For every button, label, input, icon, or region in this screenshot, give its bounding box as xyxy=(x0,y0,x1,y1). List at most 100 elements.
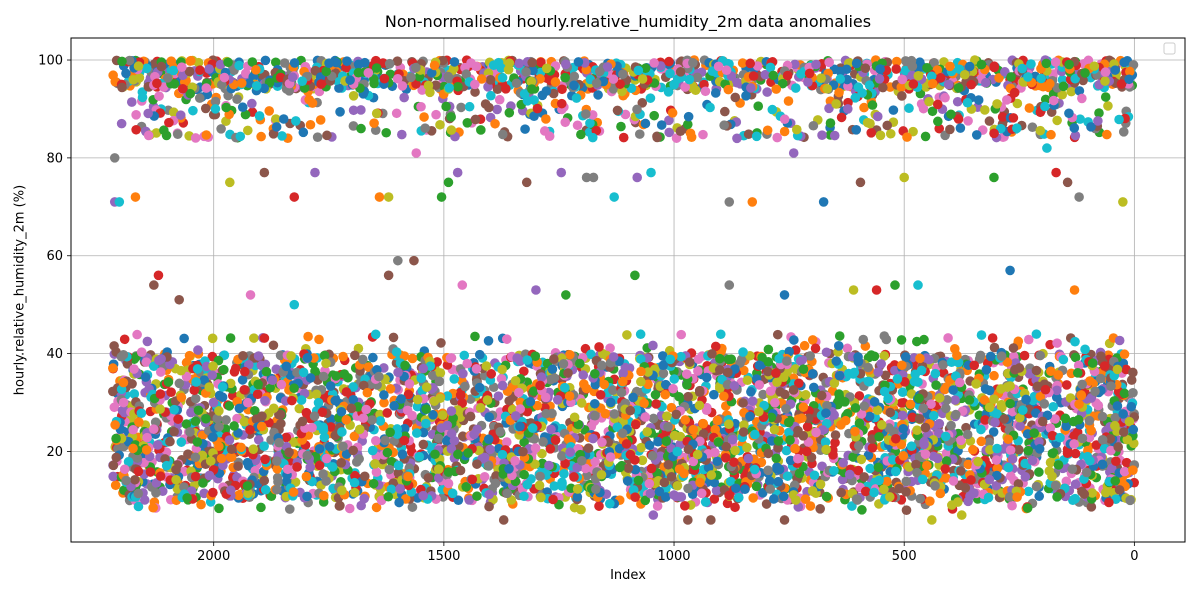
scatter-point xyxy=(715,353,725,364)
scatter-point xyxy=(994,73,1004,83)
scatter-point xyxy=(201,130,212,140)
scatter-point xyxy=(260,395,270,406)
scatter-point xyxy=(964,61,975,72)
scatter-point xyxy=(616,121,626,132)
scatter-point xyxy=(912,336,922,347)
scatter-point xyxy=(783,96,794,106)
scatter-point xyxy=(1035,391,1046,402)
scatter-point xyxy=(847,501,857,511)
scatter-point xyxy=(1116,79,1127,89)
scatter-point xyxy=(208,361,218,372)
scatter-point xyxy=(628,485,639,495)
scatter-point xyxy=(941,473,951,483)
scatter-point xyxy=(310,65,321,76)
scatter-point xyxy=(358,380,369,391)
scatter-point xyxy=(1057,89,1068,100)
scatter-point xyxy=(931,380,941,390)
scatter-point xyxy=(835,74,846,84)
scatter-point xyxy=(891,56,902,67)
scatter-point xyxy=(725,476,736,487)
scatter-point xyxy=(384,58,395,69)
scatter-point xyxy=(349,431,360,442)
scatter-point xyxy=(878,82,888,93)
scatter-point xyxy=(693,366,703,376)
scatter-point xyxy=(730,502,740,513)
scatter-point xyxy=(853,465,864,476)
scatter-point xyxy=(470,79,480,90)
scatter-point xyxy=(232,94,242,104)
scatter-point xyxy=(1036,73,1046,84)
scatter-point xyxy=(672,74,683,84)
scatter-point xyxy=(363,68,374,78)
scatter-point xyxy=(962,97,973,108)
scatter-point xyxy=(824,57,834,68)
scatter-point xyxy=(545,444,556,454)
scatter-point xyxy=(938,360,948,370)
scatter-point xyxy=(281,432,292,443)
scatter-point xyxy=(369,118,379,128)
scatter-point xyxy=(1124,416,1135,427)
scatter-point xyxy=(492,84,503,95)
scatter-point xyxy=(368,352,378,363)
scatter-point xyxy=(791,124,802,135)
scatter-point xyxy=(746,83,756,93)
scatter-point xyxy=(768,70,779,81)
scatter-point xyxy=(767,104,778,115)
scatter-point xyxy=(457,398,468,408)
scatter-point xyxy=(932,453,943,464)
scatter-point xyxy=(176,392,187,403)
scatter-point xyxy=(842,104,853,114)
scatter-point xyxy=(976,330,987,340)
scatter-point xyxy=(179,482,189,492)
scatter-point xyxy=(1106,463,1117,474)
scatter-point xyxy=(190,133,201,143)
scatter-point xyxy=(926,71,937,82)
scatter-point xyxy=(811,59,821,70)
scatter-point xyxy=(532,103,543,114)
scatter-point xyxy=(1080,68,1090,78)
scatter-point xyxy=(143,108,153,119)
scatter-point xyxy=(251,81,262,91)
scatter-point xyxy=(1110,412,1121,423)
scatter-point xyxy=(169,426,179,437)
scatter-point xyxy=(657,351,668,361)
scatter-point xyxy=(834,331,845,341)
scatter-point xyxy=(683,391,693,402)
scatter-point xyxy=(864,80,875,90)
scatter-point xyxy=(369,78,379,89)
scatter-point xyxy=(201,83,212,93)
scatter-point xyxy=(183,449,193,459)
scatter-point xyxy=(399,423,410,434)
scatter-point xyxy=(1014,444,1024,455)
scatter-point xyxy=(427,370,438,381)
scatter-point xyxy=(108,471,118,482)
scatter-point xyxy=(560,117,571,128)
scatter-point xyxy=(682,119,693,130)
scatter-point xyxy=(521,67,531,77)
scatter-point xyxy=(272,472,283,483)
scatter-point xyxy=(634,129,645,139)
scatter-point xyxy=(133,501,144,512)
scatter-point xyxy=(781,445,792,456)
scatter-point xyxy=(444,83,454,93)
scatter-point xyxy=(945,124,955,135)
scatter-point xyxy=(381,127,392,138)
scatter-point xyxy=(973,95,984,105)
scatter-point xyxy=(458,368,468,379)
scatter-point xyxy=(430,80,441,90)
scatter-point xyxy=(974,354,985,364)
scatter-point xyxy=(842,343,853,354)
scatter-point xyxy=(221,415,231,425)
scatter-point xyxy=(941,448,952,458)
scatter-point xyxy=(350,470,360,481)
scatter-point xyxy=(549,481,560,491)
scatter-point xyxy=(126,97,137,107)
scatter-point xyxy=(419,112,429,122)
scatter-point xyxy=(669,430,680,441)
scatter-point xyxy=(208,432,218,442)
scatter-point xyxy=(821,347,832,358)
scatter-point xyxy=(236,78,247,88)
scatter-point xyxy=(612,105,623,116)
scatter-point xyxy=(837,474,848,485)
